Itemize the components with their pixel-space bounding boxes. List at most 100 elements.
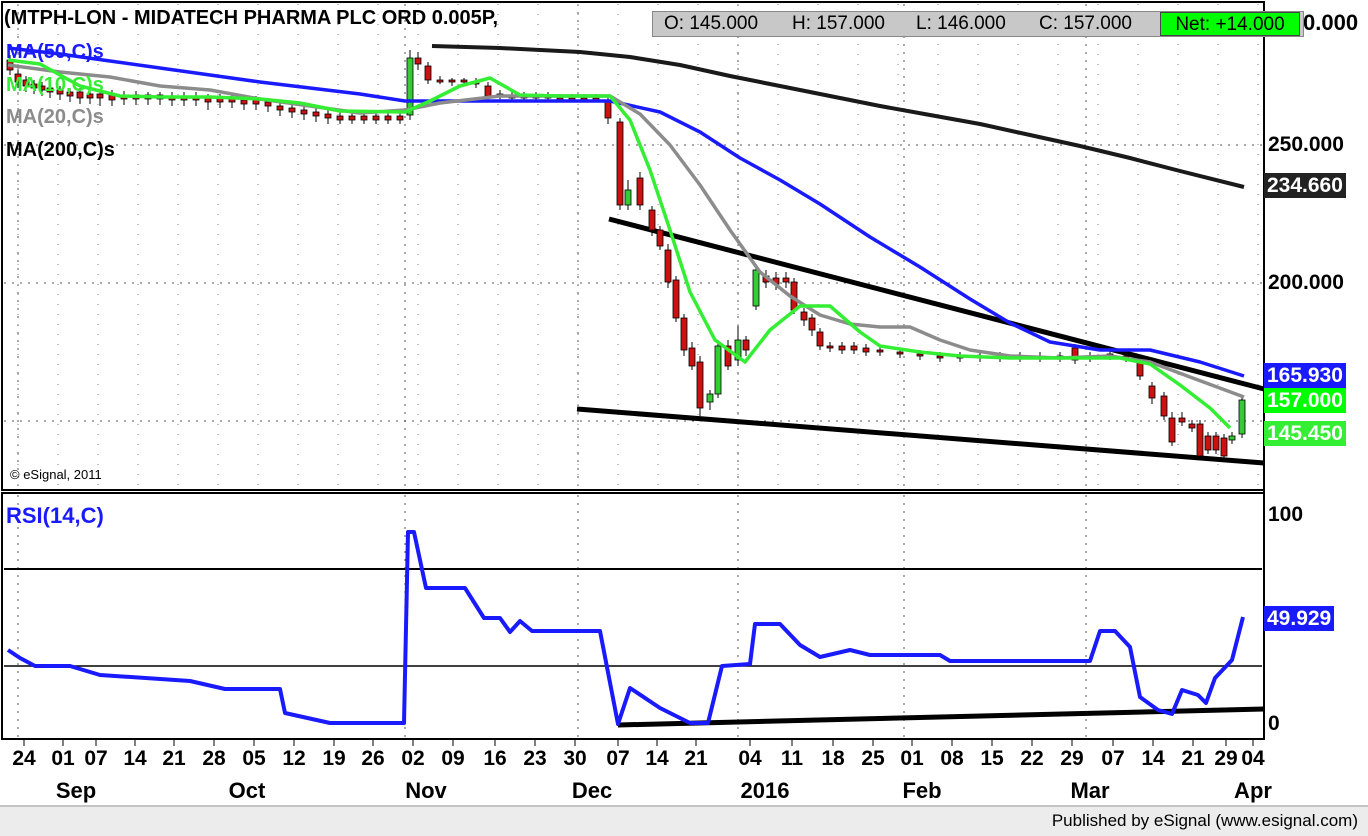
- candle-body: [300, 109, 308, 115]
- x-day-label: 04: [738, 747, 762, 770]
- candle-body: [406, 57, 414, 116]
- candle-body: [86, 93, 94, 99]
- x-day-label: 12: [282, 747, 306, 770]
- x-day-label: 07: [1101, 747, 1125, 770]
- candle-body: [1212, 435, 1220, 451]
- x-day-label: 26: [361, 747, 385, 770]
- candle-body: [30, 83, 38, 89]
- x-day-label: 23: [523, 747, 547, 770]
- x-month-label: Mar: [1070, 778, 1110, 803]
- candle-body: [782, 277, 790, 283]
- candle-body: [22, 79, 30, 87]
- candle-body: [324, 113, 332, 119]
- x-day-label: 16: [483, 747, 507, 770]
- candle-body: [616, 121, 624, 206]
- x-day-label: 28: [202, 747, 226, 770]
- ma50-line: [7, 46, 1245, 378]
- x-day-label: 01: [900, 747, 924, 770]
- truncated-price-label: 0.000: [1303, 10, 1359, 35]
- candle-body: [56, 89, 64, 95]
- candle-body: [850, 345, 858, 351]
- close-value: C: 157.000: [1039, 13, 1132, 34]
- candle-body: [1178, 417, 1186, 423]
- candle-body: [288, 107, 296, 113]
- candle-body: [688, 347, 696, 367]
- x-day-label: 21: [684, 747, 708, 770]
- rsi-label: RSI(14,C): [6, 503, 104, 528]
- candle-body: [38, 85, 46, 91]
- x-month-label: Feb: [902, 778, 942, 803]
- x-day-label: 07: [606, 747, 630, 770]
- candle-body: [240, 99, 248, 105]
- candle-body: [1220, 437, 1228, 457]
- x-axis-ticks: [23, 739, 1254, 746]
- candle-body: [14, 73, 22, 83]
- x-day-label: 22: [1020, 747, 1044, 770]
- x-month-label: 2016: [740, 778, 790, 803]
- price-panel-border: [1, 1, 1265, 491]
- candle-body: [264, 101, 272, 107]
- legend-ma20: MA(20,C)s: [6, 106, 104, 128]
- x-month-label: Sep: [55, 778, 97, 803]
- candle-body: [696, 361, 704, 409]
- footer-band: [0, 807, 1368, 836]
- candle-body: [424, 65, 432, 81]
- x-day-label: 02: [401, 747, 425, 770]
- candle-body: [672, 279, 680, 319]
- candle-body: [484, 85, 492, 97]
- x-day-label: 21: [162, 747, 186, 770]
- legend-ma200: MA(200,C)s: [6, 139, 115, 161]
- candle-body: [896, 351, 904, 355]
- x-day-label: 09: [441, 747, 465, 770]
- candle-body: [1204, 435, 1212, 451]
- ma10-line: [7, 58, 1232, 430]
- candle-body: [460, 79, 468, 83]
- x-month-label: Dec: [571, 778, 613, 803]
- candle-body: [664, 249, 672, 283]
- candle-body: [1228, 435, 1236, 441]
- x-day-label: 04: [1241, 747, 1265, 770]
- candle-body: [1148, 385, 1156, 399]
- candle-body: [348, 115, 356, 121]
- candle-body: [826, 345, 834, 349]
- open-value: O: 145.000: [664, 13, 759, 34]
- rsi-panel-border: [1, 492, 1265, 740]
- candle-body: [752, 269, 760, 307]
- x-day-label: 29: [1060, 747, 1084, 770]
- candle-body: [1168, 417, 1176, 443]
- candle-body: [414, 57, 422, 65]
- candle-body: [384, 115, 392, 121]
- x-day-label: 14: [1141, 747, 1165, 770]
- candle-body: [680, 317, 688, 351]
- ma200-line: [431, 44, 1245, 189]
- candle-body: [1071, 347, 1079, 361]
- candle-body: [624, 189, 632, 206]
- candle-body: [648, 209, 656, 231]
- candle-body: [312, 111, 320, 117]
- x-day-label: 01: [51, 747, 75, 770]
- publisher-footer: Published by eSignal (www.esignal.com): [1051, 811, 1358, 830]
- candle-body: [724, 345, 732, 367]
- close-value-tag: 157.000: [1264, 388, 1346, 413]
- rsi-trend-line: [617, 706, 1265, 728]
- x-day-label: 30: [563, 747, 587, 770]
- candle-body: [276, 105, 284, 111]
- x-day-label: 19: [322, 747, 346, 770]
- candle-body: [816, 331, 824, 347]
- candle-body: [936, 355, 944, 359]
- candle-body: [1238, 399, 1246, 435]
- candle-body: [742, 339, 750, 351]
- candle-body: [66, 91, 74, 97]
- chart-title: (MTPH-LON - MIDATECH PHARMA PLC ORD 0.00…: [4, 7, 499, 29]
- x-day-label: 14: [123, 747, 147, 770]
- candle-body: [1160, 395, 1168, 417]
- x-day-label: 08: [940, 747, 964, 770]
- legend-ma10: MA(10,C)s: [6, 74, 104, 96]
- low-value: L: 146.000: [916, 13, 1006, 34]
- candle-body: [46, 87, 54, 93]
- price-tick-250: 250.000: [1268, 133, 1344, 156]
- candle-body: [916, 353, 924, 357]
- candle-body: [76, 91, 84, 99]
- x-day-label: 24: [12, 747, 36, 770]
